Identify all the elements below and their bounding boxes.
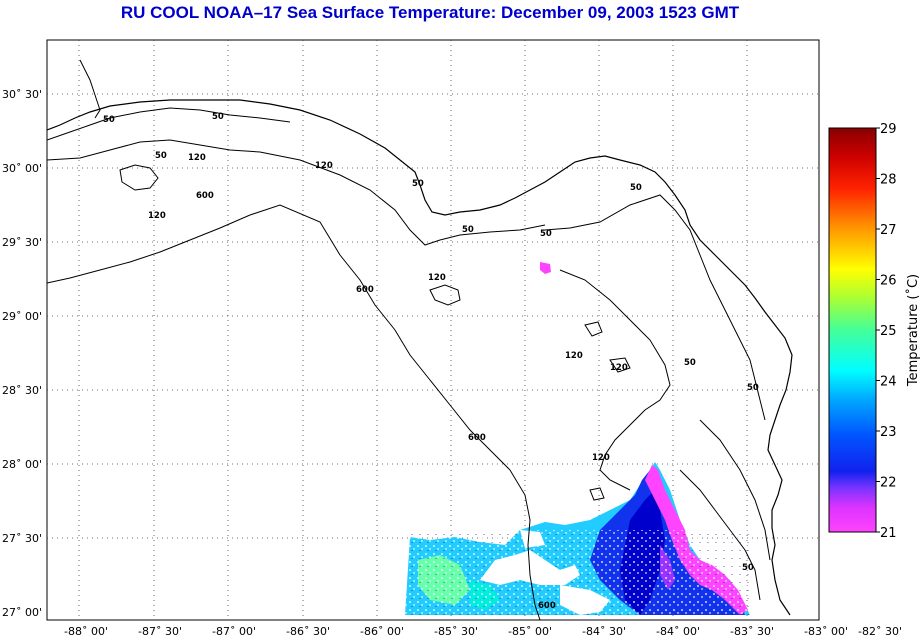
contour-labels: 50 50 50 50 50 50 50 50 50 50 120 120 12…: [103, 112, 759, 611]
cloud-gap-2: [560, 585, 610, 615]
lon-tick-label: -83˚ 00': [804, 625, 848, 638]
colorbar-tick-label: 28: [880, 173, 897, 188]
contour-120-w: [47, 139, 546, 246]
colorbar-tick-label: 27: [880, 223, 897, 238]
contour-label: 50: [684, 358, 696, 368]
cloud-gap-3: [520, 530, 545, 548]
lon-tick-label: -83˚ 30': [730, 625, 774, 638]
lat-tick-label: 29˚ 30': [2, 236, 42, 249]
contour-label: 600: [356, 285, 374, 295]
lat-ticks: 30˚ 30' 30˚ 00' 29˚ 30' 29˚ 00' 28˚ 30' …: [2, 88, 42, 619]
bay-left: [79, 59, 101, 119]
contour-label: 120: [610, 363, 628, 373]
contour-120-se: [679, 469, 761, 601]
colorbar-tick-label: 24: [880, 375, 897, 390]
lat-tick-label: 28˚ 00': [2, 458, 42, 471]
contour-label: 600: [468, 433, 486, 443]
colorbar-tick-label: 23: [880, 425, 897, 440]
coastline: [47, 99, 793, 616]
lat-tick-label: 30˚ 00': [2, 162, 42, 175]
colorbar-tick-label: 21: [880, 526, 897, 541]
contour-label: 50: [540, 229, 552, 239]
contour-label: 50: [212, 112, 224, 122]
colorbar-ticks: 29 28 27 26 25 24 23 22 21: [876, 122, 897, 541]
colorbar-gradient: [828, 127, 877, 533]
contour-label: 120: [565, 351, 583, 361]
contour-50-w: [47, 107, 291, 141]
lon-tick-label: -85˚ 30': [434, 625, 478, 638]
contour-50-e: [544, 194, 766, 421]
colorbar-title: Temperature (˚C): [905, 274, 920, 387]
contour-label: 50: [412, 179, 424, 189]
lon-tick-label: -86˚ 00': [360, 625, 404, 638]
colorbar-tick-label: 22: [880, 476, 897, 491]
contour-label: 50: [462, 225, 474, 235]
lon-tick-label: -84˚ 30': [582, 625, 626, 638]
island-5: [589, 487, 605, 501]
contour-label: 600: [538, 601, 556, 611]
colorbar: 29 28 27 26 25 24 23 22 21 Temperature (˚C): [828, 122, 920, 541]
contour-label: 120: [428, 273, 446, 283]
sst-blob-north: [540, 262, 551, 274]
lon-ticks: -88˚ 00' -87˚ 30' -87˚ 00' -86˚ 30' -86˚…: [64, 625, 902, 638]
map-title: RU COOL NOAA–17 Sea Surface Temperature:…: [120, 3, 740, 22]
contour-label: 600: [196, 191, 214, 201]
lon-tick-label: -88˚ 00': [64, 625, 108, 638]
contour-50-se: [699, 419, 771, 561]
contour-label: 120: [148, 211, 166, 221]
contour-label: 50: [630, 183, 642, 193]
lon-tick-label: -82˚ 30': [858, 625, 902, 638]
contour-label: 120: [592, 453, 610, 463]
island-3: [584, 321, 603, 337]
colorbar-tick-label: 25: [880, 324, 897, 339]
lon-tick-label: -86˚ 30': [286, 625, 330, 638]
contour-label: 50: [155, 151, 167, 161]
contour-label: 120: [188, 153, 206, 163]
lon-tick-label: -87˚ 00': [212, 625, 256, 638]
lat-tick-label: 28˚ 30': [2, 384, 42, 397]
island-2: [429, 284, 461, 306]
contour-label: 50: [747, 383, 759, 393]
contour-label: 120: [315, 161, 333, 171]
map-frame: [46, 39, 820, 621]
lat-tick-label: 29˚ 00': [2, 310, 42, 323]
sst-data: [405, 262, 755, 620]
island-4: [609, 357, 631, 373]
lon-tick-label: -84˚ 00': [656, 625, 700, 638]
lat-tick-label: 30˚ 30': [2, 88, 42, 101]
lat-tick-label: 27˚ 00': [2, 606, 42, 619]
contour-120-e: [559, 269, 671, 491]
lon-tick-label: -85˚ 00': [508, 625, 552, 638]
contour-600-w: [47, 204, 541, 620]
island-1: [119, 164, 159, 191]
colorbar-tick-label: 26: [880, 274, 897, 289]
colorbar-tick-label: 29: [880, 122, 897, 137]
contours: [47, 59, 793, 620]
contour-label: 50: [103, 115, 115, 125]
lon-tick-label: -87˚ 30': [138, 625, 182, 638]
contour-label: 50: [742, 563, 754, 573]
lat-tick-label: 27˚ 30': [2, 532, 42, 545]
